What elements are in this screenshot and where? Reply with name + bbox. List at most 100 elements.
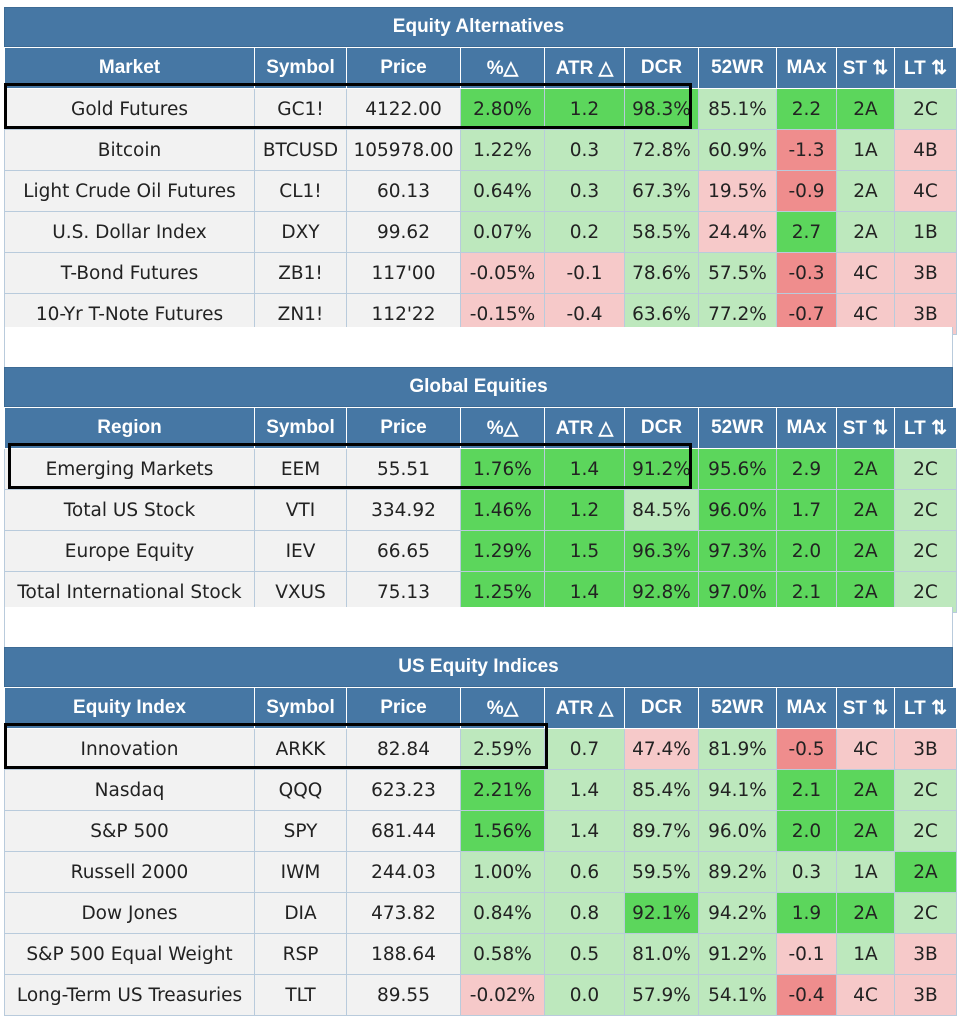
table-row[interactable]: Emerging Markets EEM 55.51 1.76% 1.4 91.2% 95.… (4, 448, 957, 490)
cell-max: -0.1 (776, 933, 837, 975)
cell-st: 4C (836, 728, 895, 770)
column-header-st[interactable]: ST ⇅ (836, 687, 895, 729)
cell-wr52: 19.5% (698, 170, 777, 212)
cell-lt: 2C (894, 489, 957, 531)
column-header-52wr[interactable]: 52WR (698, 47, 777, 89)
table-row[interactable]: Total International Stock VXUS 75.13 1.25% 1… (4, 571, 957, 613)
cell-pct: 0.58% (460, 933, 545, 975)
column-header-symbol[interactable]: Symbol (254, 407, 347, 449)
cell-st: 1A (836, 851, 895, 893)
cell-symbol: CL1! (254, 170, 347, 212)
column-header-col2[interactable]: %△ (460, 47, 545, 89)
cell-wr52: 81.9% (698, 728, 777, 770)
column-header-52wr[interactable]: 52WR (698, 687, 777, 729)
cell-lt: 4C (894, 170, 957, 212)
cell-pct: -0.05% (460, 252, 545, 294)
cell-max: 1.9 (776, 892, 837, 934)
cell-dcr: 85.4% (624, 769, 699, 811)
table-us-equity-indices: Equity Index Symbol Price %△ ATR △ DCR 52WR MAx… (4, 687, 957, 1016)
column-header-st[interactable]: ST ⇅ (836, 47, 895, 89)
cell-pct: 1.29% (460, 530, 545, 572)
cell-dcr: 89.7% (624, 810, 699, 852)
column-header-max[interactable]: MAx (776, 407, 837, 449)
column-header-market[interactable]: Market (4, 47, 255, 89)
cell-st: 2A (836, 88, 895, 130)
column-header-max[interactable]: MAx (776, 687, 837, 729)
cell-lt: 2C (894, 88, 957, 130)
cell-symbol: BTCUSD (254, 129, 347, 171)
cell-lt: 2C (894, 892, 957, 934)
cell-pct: 1.22% (460, 129, 545, 171)
cell-pct: 1.00% (460, 851, 545, 893)
table-row[interactable]: U.S. Dollar Index DXY 99.62 0.07% 0.2 58.5% 24… (4, 211, 957, 253)
cell-pct: 2.59% (460, 728, 545, 770)
cell-symbol: ARKK (254, 728, 347, 770)
column-header-col2[interactable]: %△ (460, 687, 545, 729)
cell-name: Dow Jones (4, 892, 255, 934)
column-header-atr[interactable]: ATR △ (544, 407, 625, 449)
table-global-equities: Region Symbol Price %△ ATR △ DCR 52WR MAx ST ⇅ LT… (4, 407, 957, 613)
header-row: Market Symbol Price %△ ATR △ DCR 52WR MAx ST ⇅ LT… (4, 47, 957, 89)
cell-wr52: 94.2% (698, 892, 777, 934)
table-row[interactable]: Total US Stock VTI 334.92 1.46% 1.2 84.5% 96.0… (4, 489, 957, 531)
table-row[interactable]: Bitcoin BTCUSD 105978.00 1.22% 0.3 72.8% 60.9%… (4, 129, 957, 171)
cell-st: 2A (836, 892, 895, 934)
table-row[interactable]: Russell 2000 IWM 244.03 1.00% 0.6 59.5% 89.2% 0… (4, 851, 957, 893)
column-header-lt[interactable]: LT ⇅ (894, 407, 957, 449)
cell-dcr: 96.3% (624, 530, 699, 572)
cell-name: Europe Equity (4, 530, 255, 572)
column-header-dcr[interactable]: DCR (624, 687, 699, 729)
cell-wr52: 57.5% (698, 252, 777, 294)
cell-dcr: 81.0% (624, 933, 699, 975)
table-row[interactable]: T-Bond Futures ZB1! 117'00 -0.05% -0.1 78.6% 5… (4, 252, 957, 294)
column-header-symbol[interactable]: Symbol (254, 47, 347, 89)
cell-max: 2.1 (776, 769, 837, 811)
table-row[interactable]: Europe Equity IEV 66.65 1.29% 1.5 96.3% 97.3% 2… (4, 530, 957, 572)
cell-lt: 2A (894, 851, 957, 893)
cell-name: Light Crude Oil Futures (4, 170, 255, 212)
column-header-dcr[interactable]: DCR (624, 407, 699, 449)
column-header-price[interactable]: Price (346, 687, 461, 729)
column-header-region[interactable]: Region (4, 407, 255, 449)
cell-atr: 0.8 (544, 892, 625, 934)
cell-max: 2.0 (776, 530, 837, 572)
column-header-lt[interactable]: LT ⇅ (894, 687, 957, 729)
cell-atr: 0.6 (544, 851, 625, 893)
cell-dcr: 92.1% (624, 892, 699, 934)
cell-st: 1A (836, 933, 895, 975)
column-header-st[interactable]: ST ⇅ (836, 407, 895, 449)
column-header-52wr[interactable]: 52WR (698, 407, 777, 449)
column-header-price[interactable]: Price (346, 407, 461, 449)
column-header-dcr[interactable]: DCR (624, 47, 699, 89)
cell-dcr: 67.3% (624, 170, 699, 212)
table-row[interactable]: S&P 500 SPY 681.44 1.56% 1.4 89.7% 96.0% 2.0 2A 2… (4, 810, 957, 852)
table-row[interactable]: Gold Futures GC1! 4122.00 2.80% 1.2 98.3% 85.1… (4, 88, 957, 130)
column-header-symbol[interactable]: Symbol (254, 687, 347, 729)
table-row[interactable]: Dow Jones DIA 473.82 0.84% 0.8 92.1% 94.2% 1.9 2… (4, 892, 957, 934)
column-header-atr[interactable]: ATR △ (544, 687, 625, 729)
cell-atr: 1.2 (544, 489, 625, 531)
table-row[interactable]: Long-Term US Treasuries TLT 89.55 -0.02% 0.0… (4, 974, 957, 1016)
table-row[interactable]: Nasdaq QQQ 623.23 2.21% 1.4 85.4% 94.1% 2.1 2A 2C (4, 769, 957, 811)
column-header-max[interactable]: MAx (776, 47, 837, 89)
cell-wr52: 95.6% (698, 448, 777, 490)
cell-price: 82.84 (346, 728, 461, 770)
cell-symbol: SPY (254, 810, 347, 852)
column-header-lt[interactable]: LT ⇅ (894, 47, 957, 89)
cell-atr: 1.4 (544, 571, 625, 613)
column-header-price[interactable]: Price (346, 47, 461, 89)
cell-st: 2A (836, 810, 895, 852)
table-row[interactable]: Light Crude Oil Futures CL1! 60.13 0.64% 0.3… (4, 170, 957, 212)
cell-atr: 0.2 (544, 211, 625, 253)
table-row[interactable]: S&P 500 Equal Weight RSP 188.64 0.58% 0.5 81.… (4, 933, 957, 975)
table-row[interactable]: Innovation ARKK 82.84 2.59% 0.7 47.4% 81.9% -0.… (4, 728, 957, 770)
cell-name: Russell 2000 (4, 851, 255, 893)
cell-atr: 1.5 (544, 530, 625, 572)
column-header-equity-index[interactable]: Equity Index (4, 687, 255, 729)
cell-dcr: 91.2% (624, 448, 699, 490)
cell-max: 2.9 (776, 448, 837, 490)
column-header-col2[interactable]: %△ (460, 407, 545, 449)
cell-lt: 3B (894, 252, 957, 294)
cell-price: 681.44 (346, 810, 461, 852)
column-header-atr[interactable]: ATR △ (544, 47, 625, 89)
